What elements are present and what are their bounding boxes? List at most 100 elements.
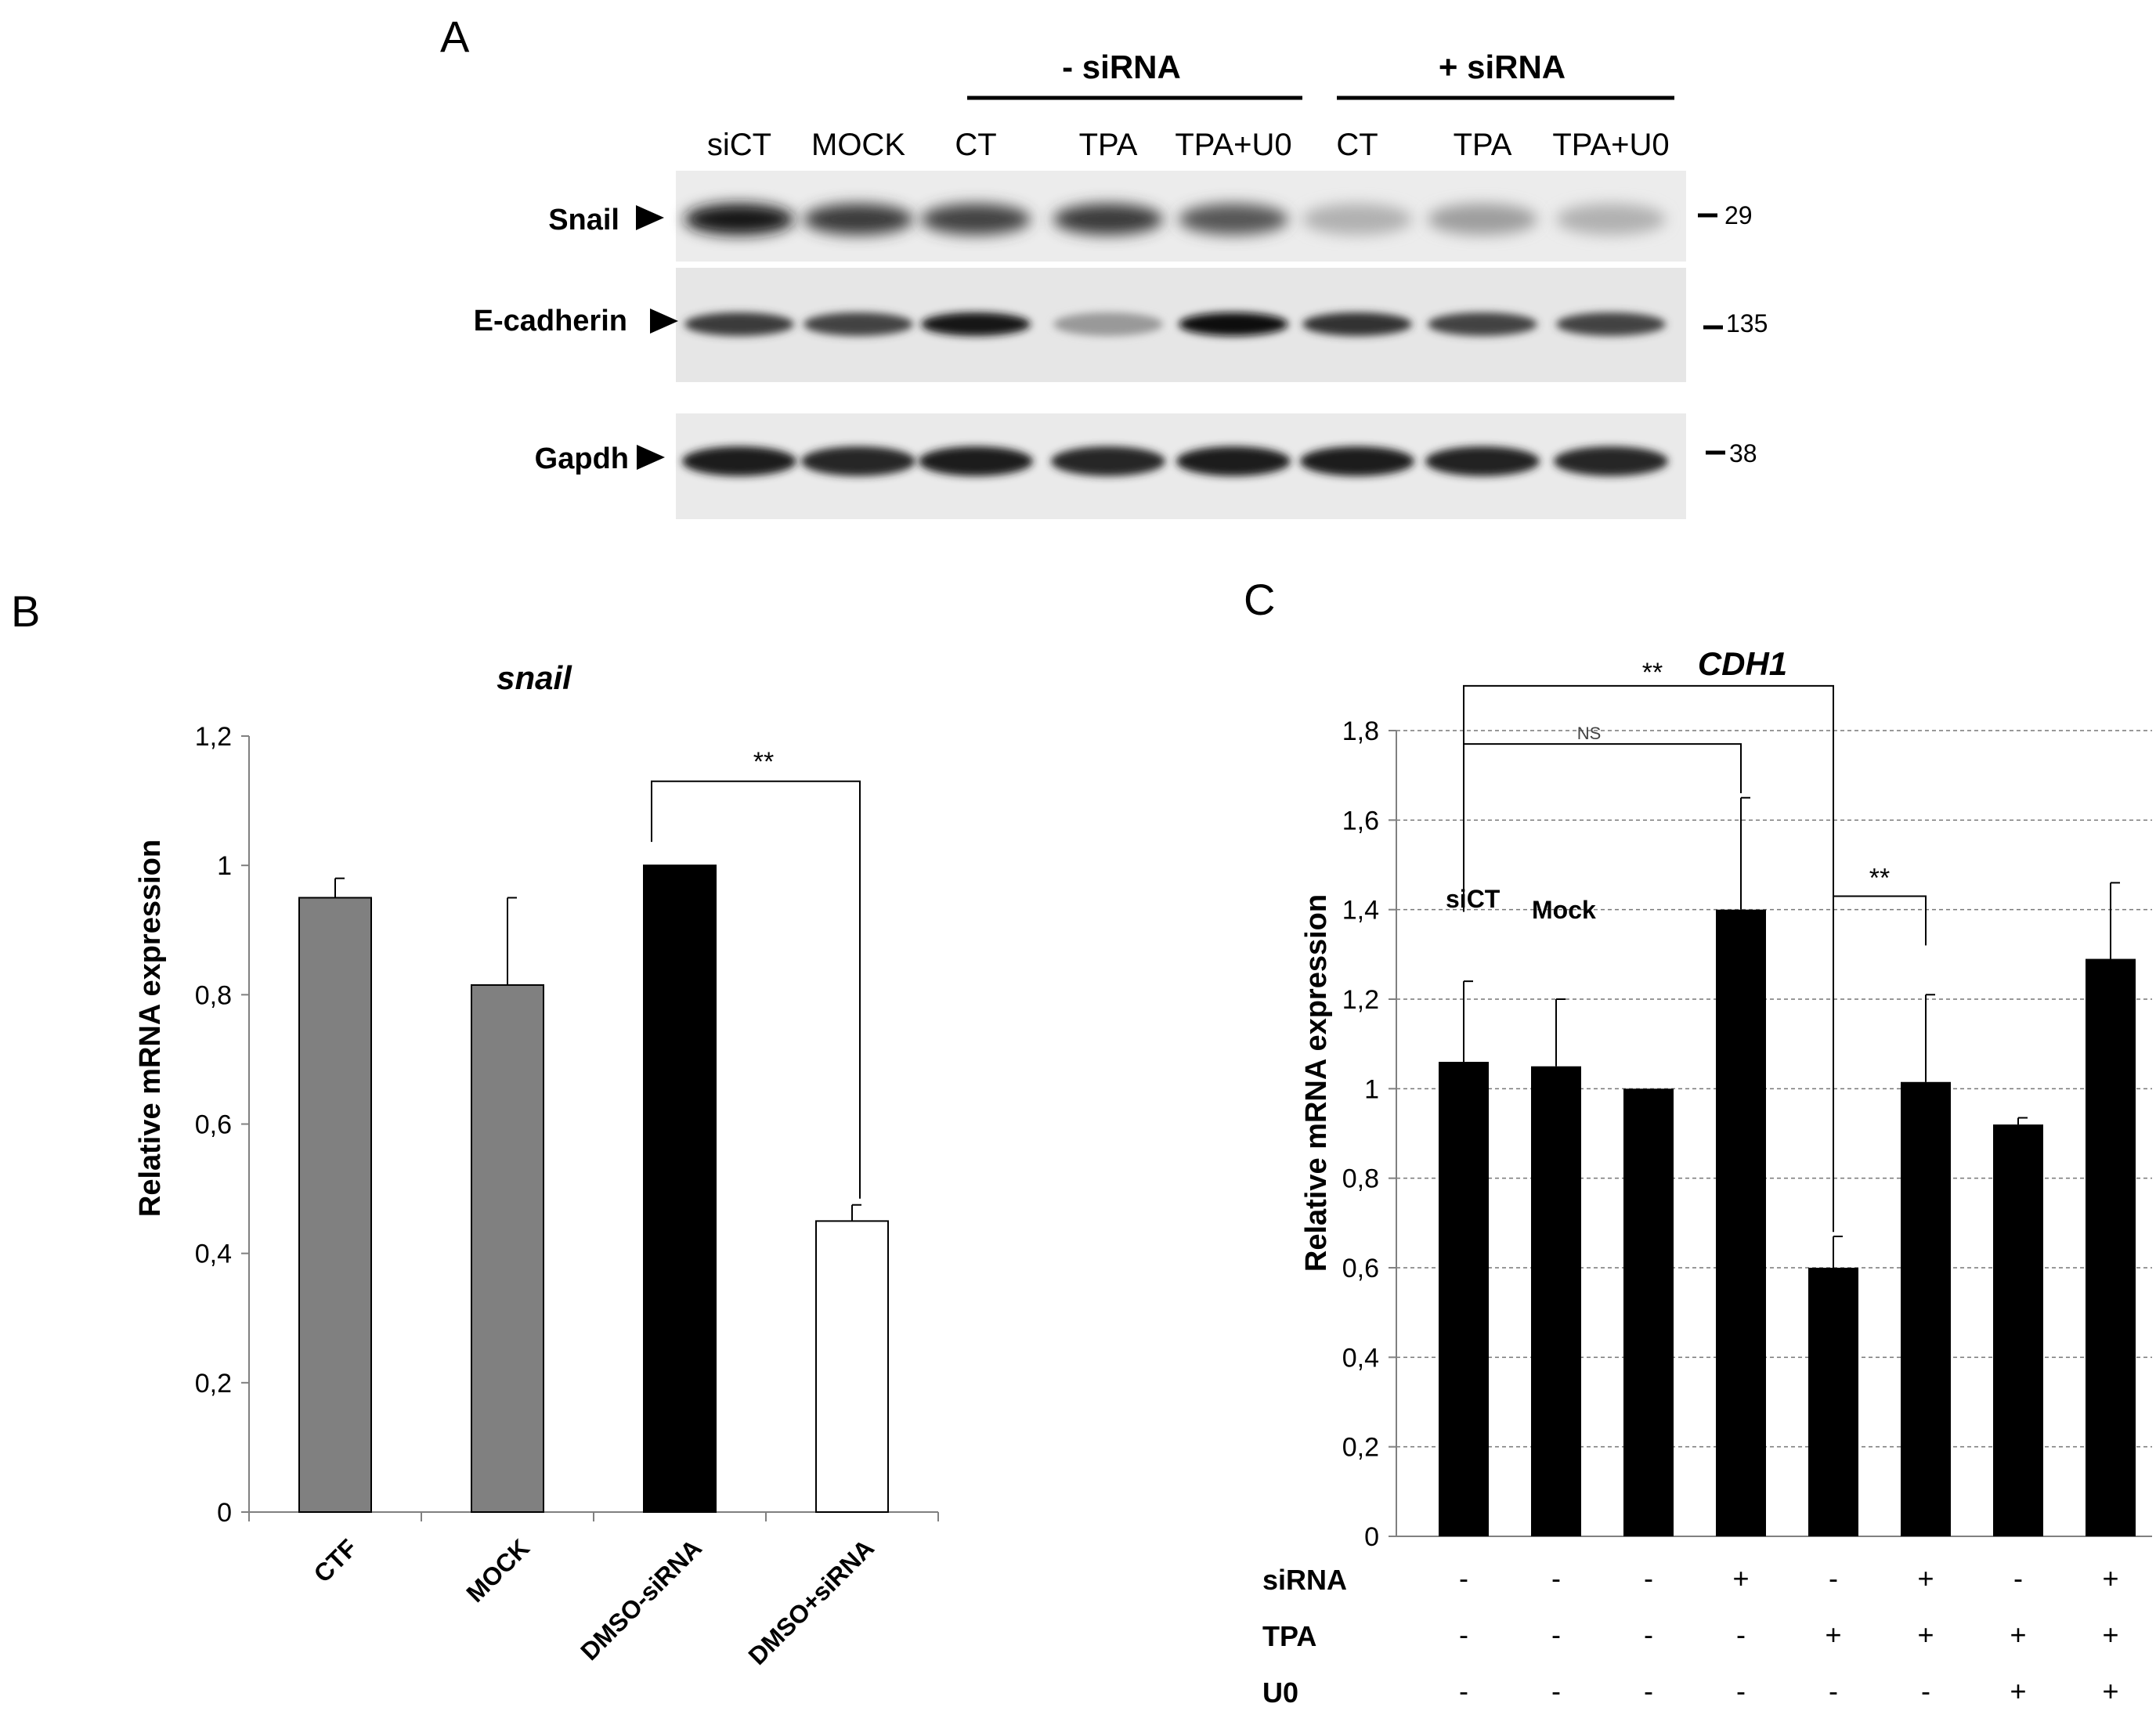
blot-label-snail: Snail bbox=[548, 204, 619, 236]
significance-label: NS bbox=[1577, 724, 1602, 743]
treatment-sign: - bbox=[1459, 1562, 1468, 1594]
blot-band bbox=[1302, 312, 1412, 336]
y-tick-label: 1,6 bbox=[1342, 806, 1379, 836]
blot-band bbox=[1302, 204, 1412, 235]
treatment-sign: + bbox=[1917, 1562, 1934, 1594]
y-tick-label: 0,4 bbox=[1342, 1343, 1379, 1373]
blot-band bbox=[1554, 446, 1668, 476]
blot-band bbox=[1179, 204, 1288, 235]
treatment-sign: - bbox=[1551, 1562, 1561, 1594]
chart-c-plot: 0 0,2 0,4 0,6 0,8 1 1,2 1,4 1,6 1,8 siCT Mock ** NS **… bbox=[1262, 658, 2152, 1709]
arrow-icon bbox=[636, 205, 664, 230]
arrow-icon bbox=[650, 309, 678, 334]
treatment-sign: + bbox=[1732, 1562, 1749, 1594]
y-tick-label: 0,2 bbox=[195, 1369, 232, 1399]
treatment-label: U0 bbox=[1262, 1676, 1298, 1709]
mw-marker-135: 135 bbox=[1726, 309, 1768, 337]
treatment-sign: + bbox=[2102, 1619, 2118, 1651]
treatment-sign: + bbox=[1825, 1619, 1841, 1651]
y-tick-label: 1 bbox=[1364, 1074, 1379, 1104]
blot-band bbox=[1053, 312, 1163, 336]
panel-a-letter: A bbox=[440, 12, 470, 61]
bar bbox=[1439, 1062, 1489, 1536]
treatment-sign: - bbox=[1551, 1619, 1561, 1651]
bar-label: Mock bbox=[1532, 896, 1596, 924]
lane-label: TPA bbox=[1454, 128, 1512, 162]
panel-b-letter: B bbox=[11, 587, 40, 636]
treatment-sign: - bbox=[1459, 1675, 1468, 1707]
chart-c-title: CDH1 bbox=[1698, 645, 1787, 682]
y-tick-label: 0 bbox=[217, 1498, 232, 1528]
y-tick-label: 1,4 bbox=[1342, 896, 1379, 926]
blot-band bbox=[1300, 446, 1414, 476]
bar bbox=[298, 897, 372, 1514]
bar bbox=[1901, 1081, 1951, 1536]
treatment-sign: - bbox=[1829, 1562, 1838, 1594]
lane-label: siCT bbox=[707, 128, 771, 162]
significance-bracket bbox=[651, 780, 861, 1199]
blot-band bbox=[1425, 446, 1540, 476]
chart-b-title: snail bbox=[497, 659, 572, 696]
blot-band bbox=[801, 446, 915, 476]
blot-band bbox=[804, 204, 913, 235]
significance-bracket bbox=[1464, 743, 1742, 794]
blot-bands bbox=[682, 204, 1668, 476]
significance-label: ** bbox=[753, 747, 774, 777]
arrow-icon bbox=[637, 445, 665, 470]
lane-label: TPA+U0 bbox=[1552, 128, 1669, 162]
blot-band bbox=[1053, 204, 1163, 235]
blot-band bbox=[684, 312, 794, 336]
y-tick-label: 1 bbox=[217, 851, 232, 881]
treatment-sign: - bbox=[1551, 1675, 1561, 1707]
significance-bracket bbox=[1833, 895, 1927, 946]
lane-labels: siCT MOCK CT TPA TPA+U0 CT TPA TPA+U0 bbox=[707, 128, 1670, 162]
y-tick-label: 1,8 bbox=[1342, 716, 1379, 746]
blot-band bbox=[921, 204, 1031, 235]
treatment-sign: - bbox=[1829, 1675, 1838, 1707]
significance-label: ** bbox=[1869, 864, 1890, 893]
blot-band bbox=[804, 312, 913, 336]
blot-band bbox=[1051, 446, 1165, 476]
bar bbox=[1808, 1268, 1858, 1536]
treatment-sign: - bbox=[1921, 1675, 1930, 1707]
lane-label: TPA bbox=[1079, 128, 1138, 162]
y-tick-label: 0,4 bbox=[195, 1240, 232, 1269]
panel-a: A - siRNA + siRNA siCT MOCK CT TPA TPA+U0 CT T… bbox=[440, 12, 1768, 519]
treatment-sign: + bbox=[2102, 1562, 2118, 1594]
treatment-sign: - bbox=[1736, 1619, 1746, 1651]
bar bbox=[2086, 958, 2136, 1536]
blot-band bbox=[919, 446, 1033, 476]
blot-band bbox=[684, 204, 794, 235]
bar bbox=[1716, 909, 1766, 1536]
treatment-label: TPA bbox=[1262, 1620, 1316, 1652]
blot-band bbox=[1556, 204, 1666, 235]
bar bbox=[643, 864, 717, 1513]
group-label-plus-sirna: + siRNA bbox=[1439, 49, 1566, 85]
bar bbox=[1993, 1124, 2043, 1536]
y-tick-label: 0,6 bbox=[195, 1110, 232, 1140]
blot-label-ecadherin: E-cadherin bbox=[474, 305, 627, 337]
lane-label: CT bbox=[955, 128, 996, 162]
treatment-sign: + bbox=[2102, 1675, 2118, 1707]
treatment-sign: - bbox=[2013, 1562, 2023, 1594]
y-tick-label: 0 bbox=[1364, 1522, 1379, 1552]
group-label-minus-sirna: - siRNA bbox=[1062, 49, 1181, 85]
bar bbox=[1531, 1066, 1581, 1536]
x-category-label: DMSO+siRNA bbox=[743, 1533, 879, 1669]
blot-label-gapdh: Gapdh bbox=[535, 442, 629, 475]
significance-bracket bbox=[1463, 684, 1834, 1233]
chart-b-plot: 0 0,2 0,4 0,6 0,8 1 1,2 CTF MOCK DMSO-siRNA DMSO+s… bbox=[195, 722, 939, 1670]
treatment-sign: - bbox=[1736, 1675, 1746, 1707]
treatment-sign: - bbox=[1644, 1675, 1653, 1707]
blot-band bbox=[1176, 446, 1291, 476]
bar-label: siCT bbox=[1446, 885, 1501, 913]
lane-label: MOCK bbox=[811, 128, 905, 162]
panel-b: B snail Relative mRNA expression 0 0,2 0,4… bbox=[11, 587, 939, 1670]
blot-band bbox=[1556, 312, 1666, 336]
y-tick-label: 1,2 bbox=[1342, 985, 1379, 1015]
y-tick-label: 0,8 bbox=[1342, 1164, 1379, 1194]
significance-label: ** bbox=[1642, 658, 1663, 688]
x-category-label: DMSO-siRNA bbox=[575, 1533, 707, 1666]
treatment-sign: + bbox=[2010, 1619, 2026, 1651]
